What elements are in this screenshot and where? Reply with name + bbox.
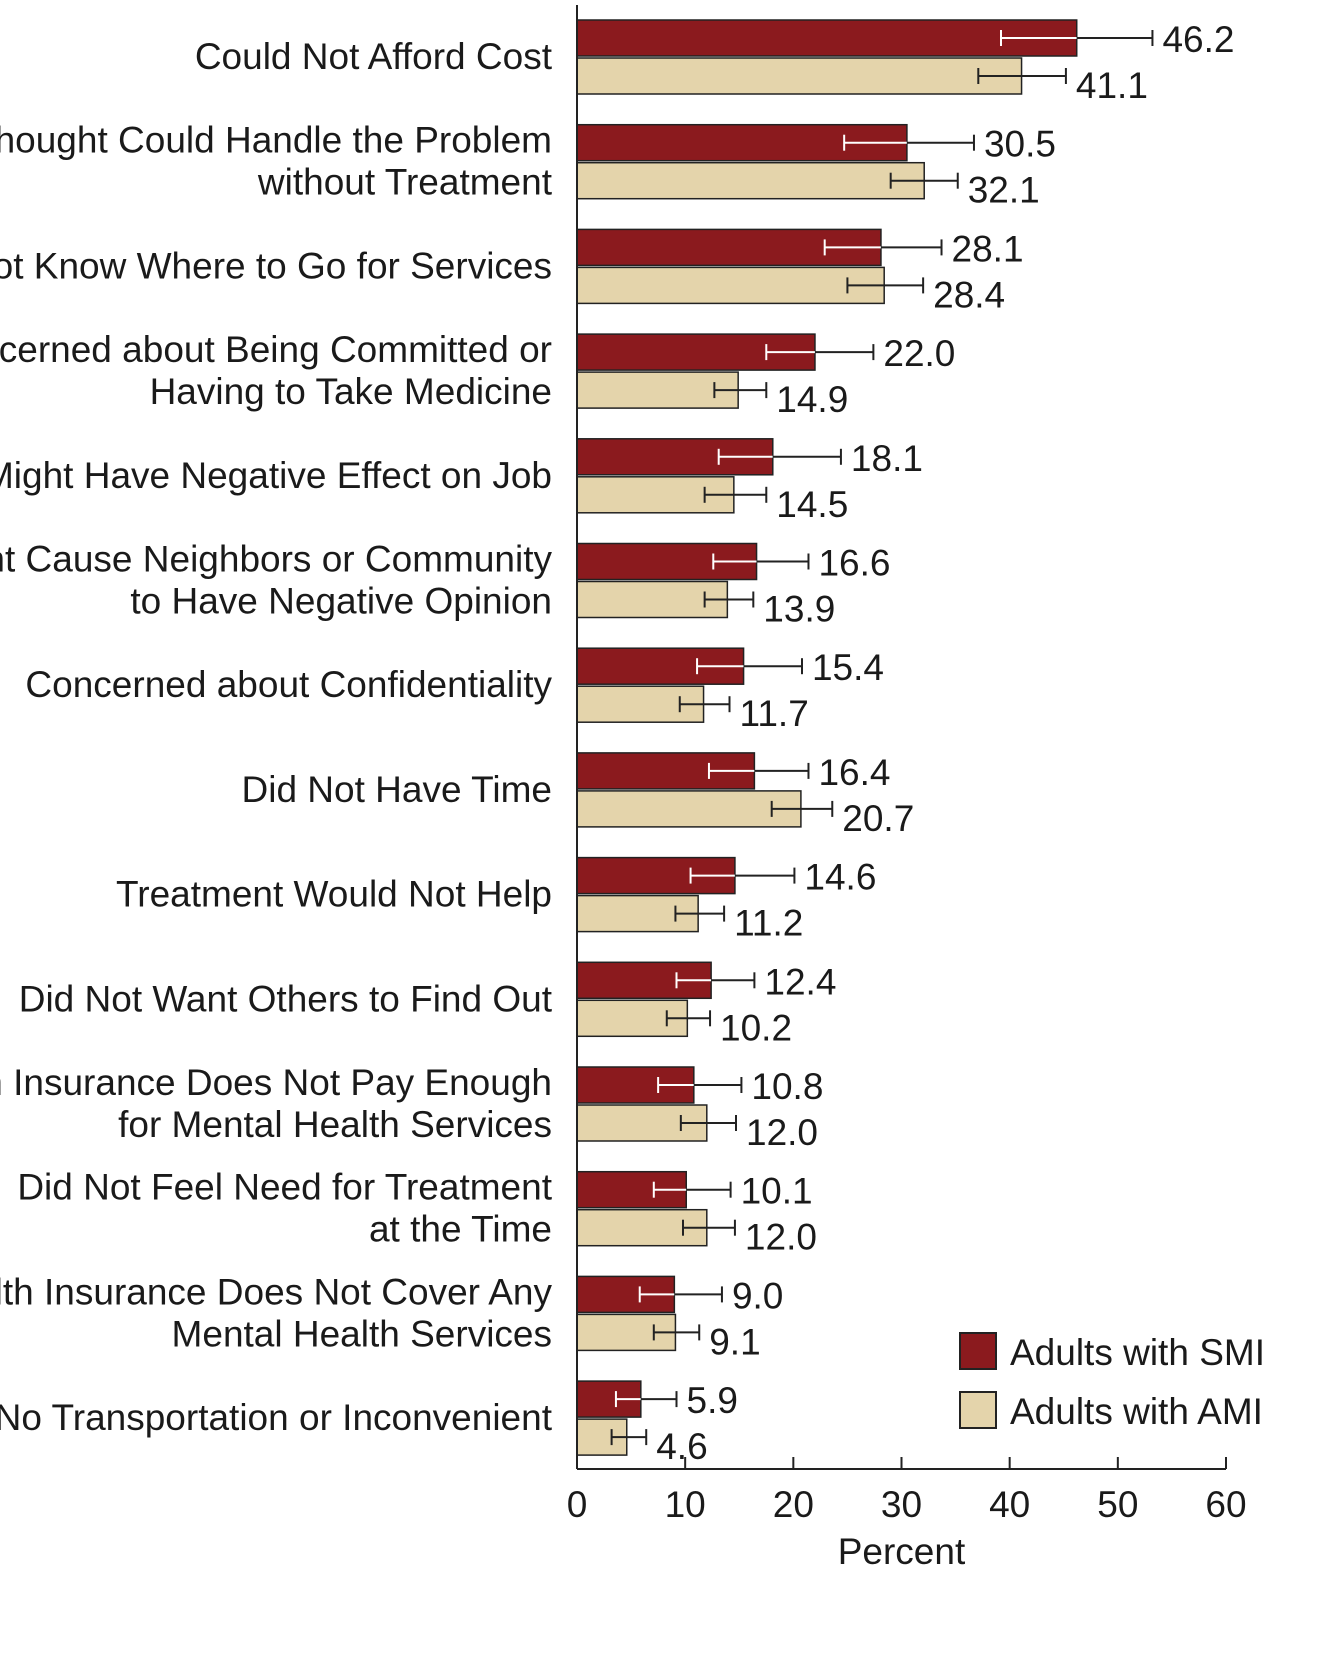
error-bar xyxy=(679,1115,738,1131)
x-axis-title: Percent xyxy=(838,1531,966,1572)
x-tick-label: 40 xyxy=(989,1484,1030,1525)
legend-label-smi: Adults with SMI xyxy=(1010,1332,1265,1373)
error-bar xyxy=(977,68,1067,84)
value-label-ami: 20.7 xyxy=(842,798,914,839)
error-bar xyxy=(657,1077,743,1093)
value-label-smi: 30.5 xyxy=(984,124,1056,165)
error-bar xyxy=(765,344,875,361)
error-bar xyxy=(696,658,803,675)
bar-smi xyxy=(576,19,1078,57)
value-label-smi: 10.1 xyxy=(741,1171,813,1212)
error-bar xyxy=(823,239,943,256)
x-tick-label: 20 xyxy=(773,1484,814,1525)
value-label-smi: 5.9 xyxy=(687,1380,738,1421)
value-label-ami: 9.1 xyxy=(709,1321,760,1362)
value-label-ami: 11.7 xyxy=(740,693,809,734)
category-label: Health Insurance Does Not Cover Any xyxy=(0,1271,552,1312)
value-label-ami: 32.1 xyxy=(968,170,1040,211)
value-label-ami: 13.9 xyxy=(763,589,835,630)
x-tick-label: 50 xyxy=(1097,1484,1138,1525)
legend: Adults with SMI Adults with AMI xyxy=(959,1332,1265,1432)
value-label-ami: 28.4 xyxy=(933,274,1005,315)
error-bar xyxy=(674,905,726,922)
value-label-smi: 14.6 xyxy=(804,857,876,898)
category-label: No Transportation or Inconvenient xyxy=(0,1397,553,1438)
category-label: Concerned about Confidentiality xyxy=(25,664,552,705)
value-label-ami: 11.2 xyxy=(734,903,803,944)
category-label: Mental Health Services xyxy=(172,1313,552,1354)
category-label: Having to Take Medicine xyxy=(150,371,552,412)
category-label: Did Not Feel Need for Treatment xyxy=(17,1167,552,1208)
value-label-smi: 16.6 xyxy=(818,543,890,584)
bar-ami xyxy=(576,580,729,619)
category-label: Could Not Afford Cost xyxy=(195,36,553,77)
category-label: Health Insurance Does Not Pay Enough xyxy=(0,1062,552,1103)
error-bar xyxy=(614,1391,678,1408)
error-bar xyxy=(1000,30,1154,46)
category-label: Did Not Know Where to Go for Services xyxy=(0,245,552,286)
category-label: Did Not Want Others to Find Out xyxy=(19,978,553,1019)
error-bar xyxy=(638,1286,723,1303)
value-label-smi: 18.1 xyxy=(851,438,923,479)
category-label: to Have Negative Opinion xyxy=(130,581,552,622)
value-label-smi: 15.4 xyxy=(812,647,884,688)
error-bars-layer xyxy=(610,30,1154,1446)
value-label-smi: 16.4 xyxy=(818,752,890,793)
error-bar xyxy=(712,553,810,570)
legend-label-ami: Adults with AMI xyxy=(1010,1391,1263,1432)
value-label-ami: 41.1 xyxy=(1076,65,1148,106)
value-label-smi: 28.1 xyxy=(952,228,1024,269)
error-bar xyxy=(703,486,768,503)
category-label: Treatment Would Not Help xyxy=(116,874,552,915)
error-bar xyxy=(682,1219,736,1236)
category-label: Might Have Negative Effect on Job xyxy=(0,455,552,496)
bar-ami xyxy=(576,266,885,305)
value-label-ami: 4.6 xyxy=(656,1426,707,1467)
error-bar xyxy=(846,277,925,294)
value-label-smi: 12.4 xyxy=(764,961,836,1002)
bar-ami xyxy=(576,161,925,200)
value-label-ami: 14.5 xyxy=(776,484,848,525)
x-tick-label: 10 xyxy=(665,1484,706,1525)
value-label-smi: 9.0 xyxy=(732,1275,783,1316)
error-bar xyxy=(665,1010,712,1027)
error-bar xyxy=(675,972,756,989)
error-bar xyxy=(843,134,975,151)
x-tick-label: 60 xyxy=(1205,1484,1246,1525)
bar-ami xyxy=(576,790,802,828)
category-label: Concerned about Being Committed or xyxy=(0,329,552,370)
error-bar xyxy=(678,696,731,713)
value-label-ami: 10.2 xyxy=(720,1007,792,1048)
error-bar xyxy=(889,172,959,189)
labels-layer: Could Not Afford Cost 46.2 41.1 Thought Cou… xyxy=(0,19,1234,1467)
legend-swatch-ami xyxy=(959,1391,997,1429)
category-label: without Treatment xyxy=(257,162,553,203)
value-label-smi: 10.8 xyxy=(751,1066,823,1107)
error-bar xyxy=(713,382,768,399)
error-bar xyxy=(707,762,810,779)
x-axis: 0 10 20 30 40 50 60 xyxy=(567,5,1247,1525)
error-bar xyxy=(770,800,834,817)
error-bar xyxy=(652,1181,732,1198)
category-label: at the Time xyxy=(369,1209,552,1250)
category-label: Might Cause Neighbors or Community xyxy=(0,539,552,580)
legend-swatch-smi xyxy=(959,1332,997,1370)
category-label: for Mental Health Services xyxy=(118,1104,552,1145)
category-label: Thought Could Handle the Problem xyxy=(0,120,552,161)
x-tick-label: 0 xyxy=(567,1484,588,1525)
value-label-ami: 14.9 xyxy=(776,379,848,420)
category-label: Did Not Have Time xyxy=(242,769,553,810)
value-label-ami: 12.0 xyxy=(746,1112,818,1153)
error-bar xyxy=(610,1429,648,1446)
value-label-smi: 46.2 xyxy=(1162,19,1234,60)
bar-ami xyxy=(576,57,1023,95)
error-bar xyxy=(652,1324,701,1341)
x-tick-label: 30 xyxy=(881,1484,922,1525)
value-label-ami: 12.0 xyxy=(745,1217,817,1258)
error-bar xyxy=(689,867,796,884)
error-bar xyxy=(703,591,755,608)
error-bar xyxy=(717,448,842,465)
value-label-smi: 22.0 xyxy=(883,333,955,374)
